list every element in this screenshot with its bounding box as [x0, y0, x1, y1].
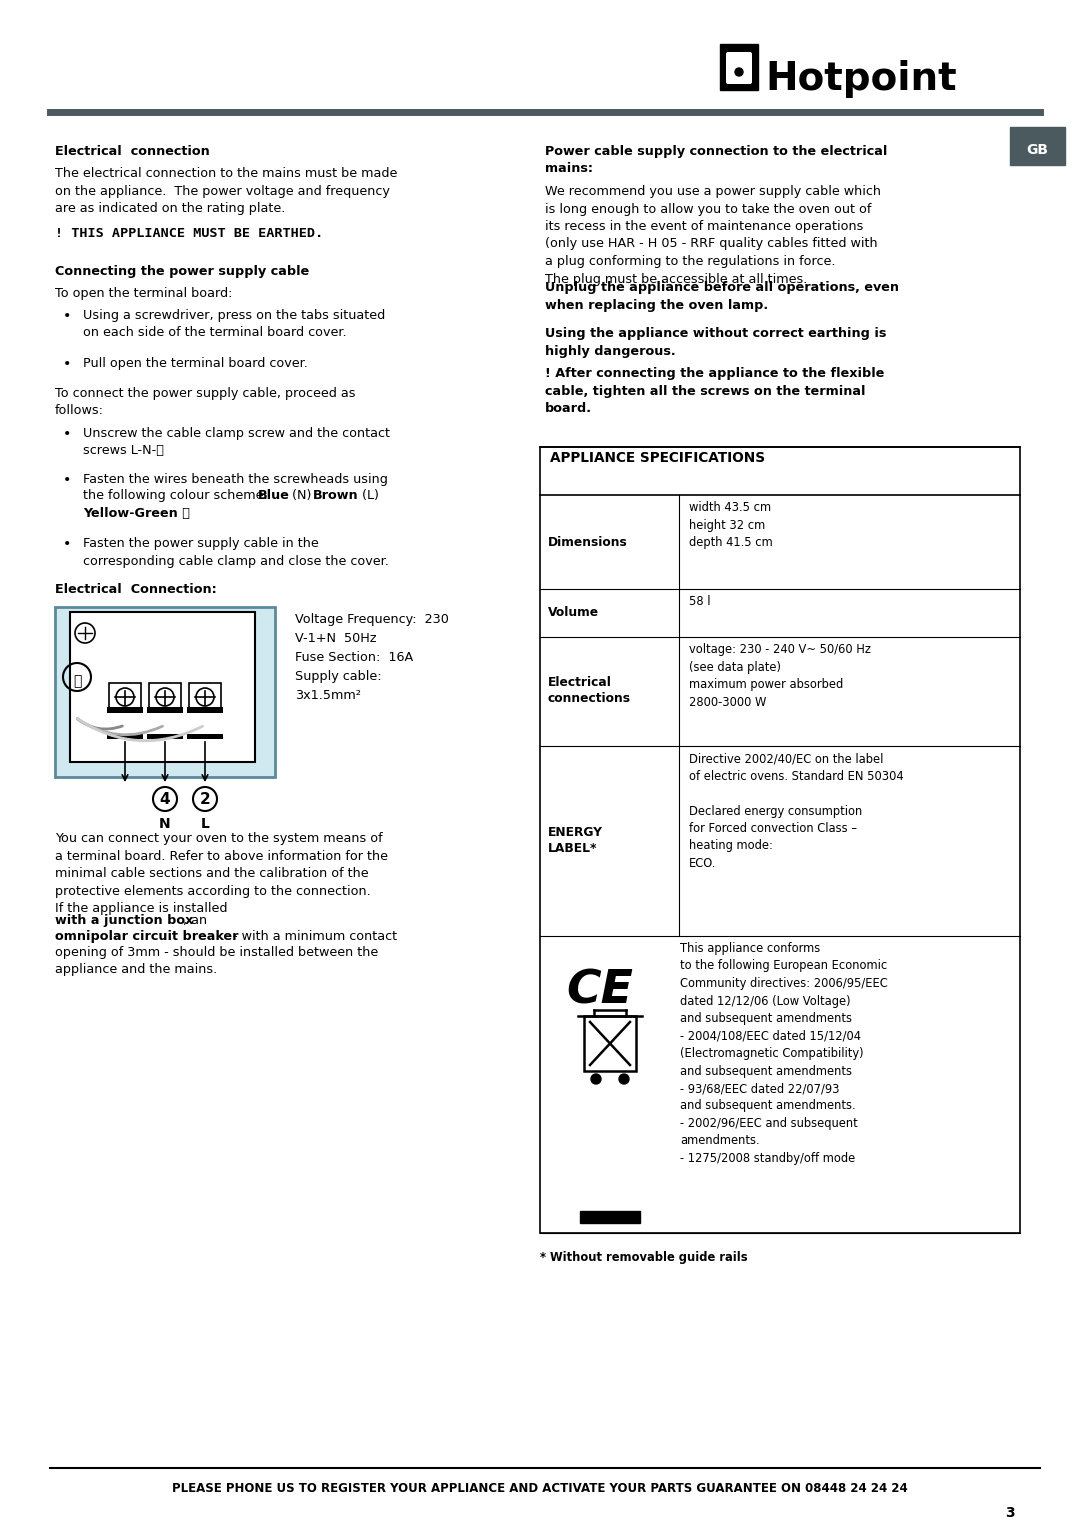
Text: Connecting the power supply cable: Connecting the power supply cable: [55, 266, 309, 278]
Text: * Without removable guide rails: * Without removable guide rails: [540, 1251, 747, 1264]
Text: 2: 2: [200, 792, 211, 807]
Text: - with a minimum contact: - with a minimum contact: [229, 929, 397, 943]
Text: ! After connecting the appliance to the flexible
cable, tighten all the screws o: ! After connecting the appliance to the …: [545, 366, 885, 415]
Circle shape: [619, 1074, 629, 1083]
Bar: [107, 734, 143, 739]
Circle shape: [591, 1074, 600, 1083]
Bar: [149, 684, 181, 711]
Bar: [580, 1212, 640, 1222]
Text: GB: GB: [1026, 143, 1048, 157]
Bar: [55, 607, 275, 777]
Text: CE: CE: [567, 969, 634, 1013]
Text: Volume: Volume: [548, 606, 599, 620]
Text: This appliance conforms
to the following European Economic
Community directives:: This appliance conforms to the following…: [680, 942, 888, 1164]
Text: Dimensions: Dimensions: [548, 536, 627, 548]
Text: APPLIANCE SPECIFICATIONS: APPLIANCE SPECIFICATIONS: [550, 452, 765, 465]
Text: Using a screwdriver, press on the tabs situated
on each side of the terminal boa: Using a screwdriver, press on the tabs s…: [83, 308, 386, 339]
Text: Electrical  connection: Electrical connection: [55, 145, 210, 159]
Text: Blue: Blue: [258, 488, 289, 502]
Text: Unplug the appliance before all operations, even
when replacing the oven lamp.: Unplug the appliance before all operatio…: [545, 281, 899, 311]
Circle shape: [735, 69, 743, 76]
Text: •: •: [63, 473, 71, 487]
Text: , an: , an: [183, 914, 207, 926]
Bar: [187, 707, 222, 713]
Text: ENERGY
LABEL*: ENERGY LABEL*: [548, 827, 603, 856]
Bar: [540, 447, 1020, 1233]
Text: •: •: [63, 357, 71, 371]
Bar: [107, 707, 143, 713]
Text: Brown: Brown: [313, 488, 359, 502]
Text: (N): (N): [288, 488, 315, 502]
Text: omnipolar circuit breaker: omnipolar circuit breaker: [55, 929, 239, 943]
Text: 4: 4: [160, 792, 171, 807]
Text: Yellow-Green ⏚: Yellow-Green ⏚: [83, 507, 190, 520]
Text: To connect the power supply cable, proceed as
follows:: To connect the power supply cable, proce…: [55, 388, 355, 418]
Text: The electrical connection to the mains must be made
on the appliance.  The power: The electrical connection to the mains m…: [55, 166, 397, 215]
Text: Fasten the power supply cable in the
corresponding cable clamp and close the cov: Fasten the power supply cable in the cor…: [83, 537, 389, 568]
Text: Voltage Frequency:  230
V-1+N  50Hz
Fuse Section:  16A
Supply cable:
3x1.5mm²: Voltage Frequency: 230 V-1+N 50Hz Fuse S…: [295, 613, 449, 702]
Text: You can connect your oven to the system means of
a terminal board. Refer to abov: You can connect your oven to the system …: [55, 832, 388, 916]
Bar: [70, 612, 255, 761]
Text: Hotpoint: Hotpoint: [765, 60, 957, 98]
Text: Using the appliance without correct earthing is
highly dangerous.: Using the appliance without correct eart…: [545, 327, 887, 357]
Text: Electrical
connections: Electrical connections: [548, 676, 631, 705]
Text: We recommend you use a power supply cable which
is long enough to allow you to t: We recommend you use a power supply cabl…: [545, 185, 881, 285]
Text: (L): (L): [357, 488, 379, 502]
Bar: [720, 44, 758, 90]
Text: voltage: 230 - 240 V~ 50/60 Hz
(see data plate)
maximum power absorbed
2800-3000: voltage: 230 - 240 V~ 50/60 Hz (see data…: [689, 642, 870, 708]
Text: 3: 3: [1005, 1506, 1015, 1520]
Text: opening of 3mm - should be installed between the
appliance and the mains.: opening of 3mm - should be installed bet…: [55, 946, 378, 977]
Bar: [189, 684, 221, 711]
Text: ⏚: ⏚: [72, 674, 81, 688]
Text: Power cable supply connection to the electrical
mains:: Power cable supply connection to the ele…: [545, 145, 888, 175]
Text: Pull open the terminal board cover.: Pull open the terminal board cover.: [83, 357, 308, 369]
Bar: [187, 734, 222, 739]
Text: Electrical  Connection:: Electrical Connection:: [55, 583, 217, 597]
Text: width 43.5 cm
height 32 cm
depth 41.5 cm: width 43.5 cm height 32 cm depth 41.5 cm: [689, 501, 773, 549]
Text: •: •: [63, 537, 71, 551]
Text: ! THIS APPLIANCE MUST BE EARTHED.: ! THIS APPLIANCE MUST BE EARTHED.: [55, 227, 323, 240]
Text: PLEASE PHONE US TO REGISTER YOUR APPLIANCE AND ACTIVATE YOUR PARTS GUARANTEE ON : PLEASE PHONE US TO REGISTER YOUR APPLIAN…: [172, 1482, 908, 1495]
Text: •: •: [63, 308, 71, 324]
Text: with a junction box: with a junction box: [55, 914, 193, 926]
Text: Directive 2002/40/EC on the label
of electric ovens. Standard EN 50304

Declared: Directive 2002/40/EC on the label of ele…: [689, 752, 904, 870]
Text: L: L: [201, 816, 210, 832]
Bar: [147, 734, 183, 739]
Text: Unscrew the cable clamp screw and the contact
screws L-N-⏚: Unscrew the cable clamp screw and the co…: [83, 427, 390, 458]
Text: the following colour scheme:: the following colour scheme:: [83, 488, 272, 502]
Text: •: •: [63, 427, 71, 441]
Text: To open the terminal board:: To open the terminal board:: [55, 287, 232, 301]
Text: Fasten the wires beneath the screwheads using: Fasten the wires beneath the screwheads …: [83, 473, 388, 485]
Bar: [147, 707, 183, 713]
Text: N: N: [159, 816, 171, 832]
Bar: [109, 684, 141, 711]
Bar: [1010, 127, 1065, 165]
Bar: [584, 1016, 636, 1071]
FancyBboxPatch shape: [726, 52, 752, 84]
Text: 58 l: 58 l: [689, 595, 711, 607]
